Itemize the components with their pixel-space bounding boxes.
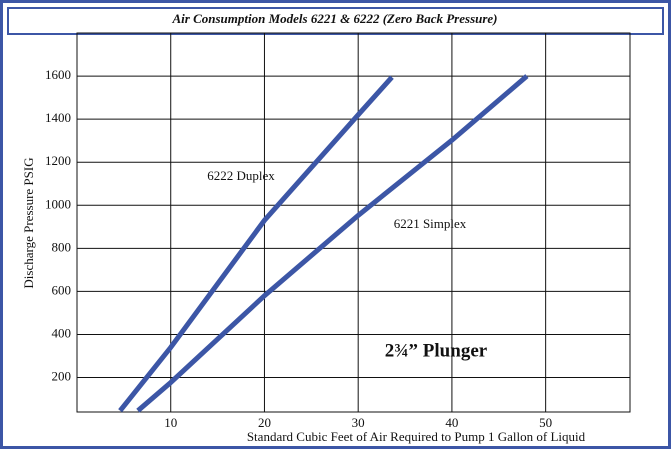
y-axis-label: Discharge Pressure PSIG xyxy=(21,157,36,288)
y-tick-label: 800 xyxy=(52,239,72,254)
plot-area xyxy=(76,32,631,413)
y-tick-label: 200 xyxy=(52,369,72,384)
series-label: 6221 Simplex xyxy=(394,216,467,231)
y-tick-label: 1600 xyxy=(45,67,71,82)
annotation: 2¾” Plunger xyxy=(385,340,488,361)
chart-title: Air Consumption Models 6221 & 6222 (Zero… xyxy=(171,11,497,26)
y-tick-label: 600 xyxy=(52,282,72,297)
series-line xyxy=(136,74,529,413)
y-tick-label: 1000 xyxy=(45,196,71,211)
y-tick-label: 1200 xyxy=(45,153,71,168)
x-axis-label: Standard Cubic Feet of Air Required to P… xyxy=(247,429,586,444)
x-tick-label: 20 xyxy=(258,415,271,430)
y-tick-label: 400 xyxy=(52,325,72,340)
y-tick-label: 1400 xyxy=(45,110,71,125)
x-tick-label: 10 xyxy=(164,415,177,430)
x-tick-label: 30 xyxy=(352,415,365,430)
series-label: 6222 Duplex xyxy=(207,168,275,183)
x-tick-label: 50 xyxy=(539,415,552,430)
x-tick-label: 40 xyxy=(445,415,458,430)
title-band xyxy=(7,7,664,35)
series-line xyxy=(118,75,394,413)
